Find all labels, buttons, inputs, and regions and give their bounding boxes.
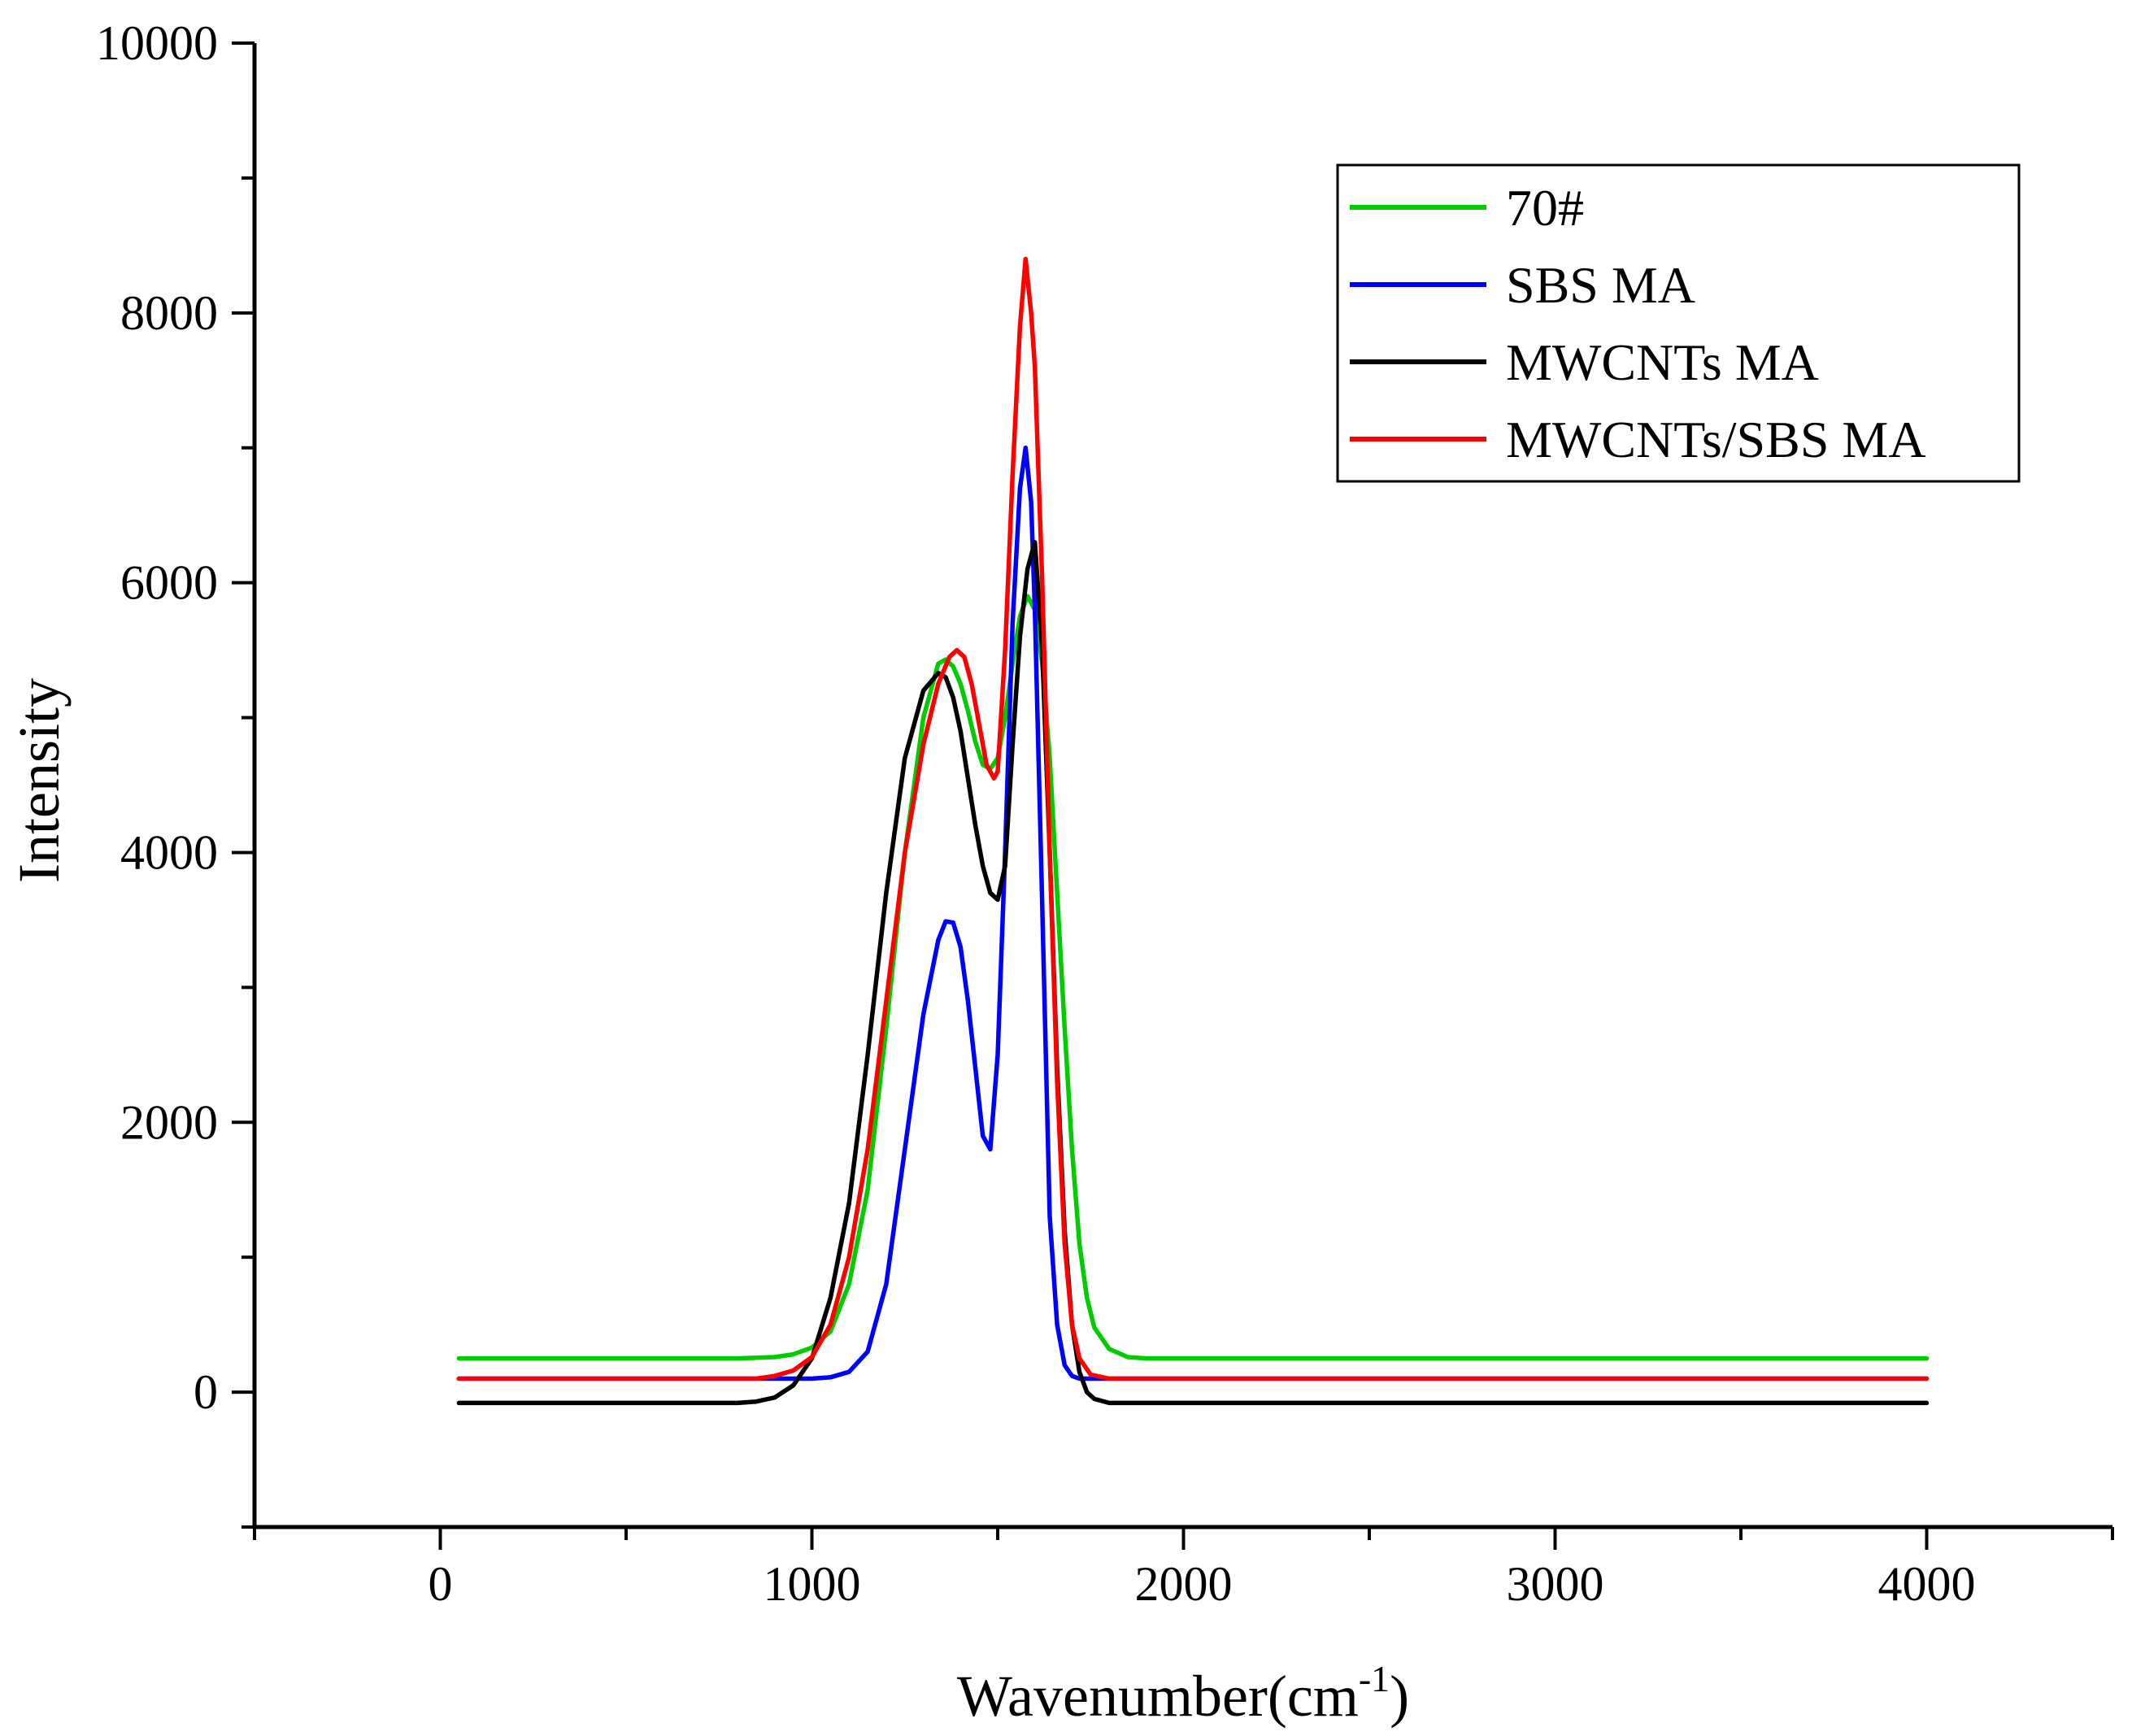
y-tick-label: 4000: [120, 825, 218, 879]
series-layer: [456, 256, 1930, 1406]
legend: 70# SBS MA MWCNTs MA MWCNTs/SBS MA: [1336, 163, 2021, 483]
y-axis-title: Intensity: [7, 678, 72, 883]
y-tick-label: 6000: [120, 556, 218, 610]
legend-label-70: 70#: [1506, 179, 1584, 237]
x-axis-title-close: ): [1390, 1664, 1409, 1729]
x-tick-label: 4000: [1878, 1557, 1976, 1611]
ticks-layer: 0 1000 2000 3000 4000 0 2000 4000 6000 8000 10000: [96, 16, 2114, 1611]
series-line-sbs-ma: [456, 445, 1930, 1381]
y-tick-label: 0: [194, 1365, 218, 1419]
x-tick-label: 2000: [1135, 1557, 1233, 1611]
x-axis-title: Wavenumber(cm-1): [957, 1658, 1409, 1729]
y-tick-label: 2000: [120, 1095, 218, 1149]
legend-label-sbs-ma: SBS MA: [1506, 256, 1695, 314]
series-line-mwcnts-sbs-ma: [456, 256, 1930, 1381]
y-tick-label: 8000: [120, 286, 218, 340]
x-axis-title-main: Wavenumber(cm: [957, 1664, 1359, 1729]
legend-label-mwcnts-ma: MWCNTs MA: [1506, 333, 1819, 391]
x-tick-label: 1000: [764, 1557, 861, 1611]
x-tick-label: 3000: [1507, 1557, 1604, 1611]
x-tick-label: 0: [429, 1557, 453, 1611]
y-tick-label: 10000: [96, 16, 218, 70]
legend-label-mwcnts-sbs-ma: MWCNTs/SBS MA: [1506, 411, 1926, 468]
x-axis-title-superscript: -1: [1359, 1658, 1390, 1699]
legend-box: [1336, 163, 2021, 483]
